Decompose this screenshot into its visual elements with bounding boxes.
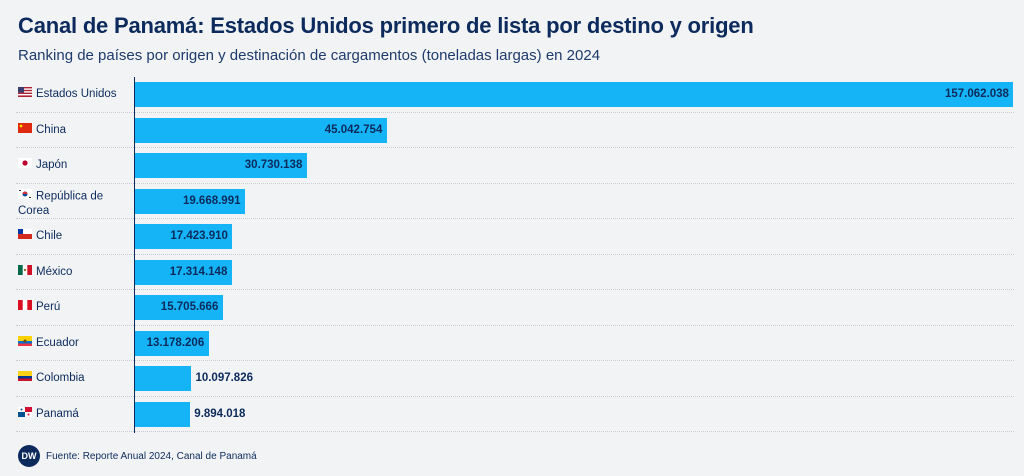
bar xyxy=(135,224,233,249)
bar-row: México 17.314.148 xyxy=(0,255,1024,290)
flag-icon xyxy=(18,335,32,351)
bar xyxy=(135,188,245,214)
flag-icon xyxy=(18,264,32,280)
category-text: Colombia xyxy=(36,372,85,384)
bar-row: Colombia 10.097.826 xyxy=(0,361,1024,397)
bar xyxy=(135,295,223,320)
category-text: Chile xyxy=(36,230,63,242)
bar xyxy=(135,153,307,178)
data-label: 17.314.148 xyxy=(169,265,228,278)
category-text: China xyxy=(36,123,67,136)
chart-subtitle: Ranking de países por origen y destinaci… xyxy=(18,47,601,64)
data-label: 13.178.206 xyxy=(146,336,205,349)
data-label: 10.097.826 xyxy=(195,372,253,384)
data-label: 30.730.138 xyxy=(244,159,303,171)
flag-icon xyxy=(18,188,32,204)
category-text: Panamá xyxy=(36,407,79,420)
bar xyxy=(135,366,192,391)
bar xyxy=(135,117,387,143)
chart-title: Canal de Panamá: Estados Unidos primero … xyxy=(18,13,754,38)
category-text: Perú xyxy=(36,301,61,313)
row-separator xyxy=(16,289,1014,290)
row-separator xyxy=(16,360,1014,361)
flag-icon xyxy=(18,300,32,315)
category-label: República de Corea xyxy=(18,184,130,219)
category-label: Colombia xyxy=(18,361,130,396)
category-text: Japón xyxy=(36,159,68,171)
category-label: Chile xyxy=(18,219,130,254)
flag-icon xyxy=(18,158,32,173)
baseline-axis xyxy=(134,77,135,433)
category-label: Japón xyxy=(18,148,130,183)
category-text: Estados Unidos xyxy=(36,88,117,100)
row-separator xyxy=(16,253,1014,255)
footer: DW Fuente: Reporte Anual 2024, Canal de … xyxy=(18,445,257,467)
bar-row: Estados Unidos 157.062.038 xyxy=(0,77,1024,113)
bar-row: Japón 30.730.138 xyxy=(0,148,1024,184)
flag-icon xyxy=(18,122,32,138)
bar-row: Perú 15.705.666 xyxy=(0,290,1024,326)
bar xyxy=(135,330,209,356)
row-separator xyxy=(16,182,1014,184)
bar-row: China 45.042.754 xyxy=(0,113,1024,148)
category-label: China xyxy=(18,113,130,148)
flag-icon xyxy=(18,406,32,422)
category-label: México xyxy=(18,255,130,290)
data-label: 15.705.666 xyxy=(160,301,219,313)
bar-row: República de Corea 19.668.991 xyxy=(0,184,1024,219)
flag-icon xyxy=(18,371,32,386)
flag-icon xyxy=(18,87,32,102)
category-text: República de Corea xyxy=(18,190,104,218)
source-note: Fuente: Reporte Anual 2024, Canal de Pan… xyxy=(46,450,257,462)
data-label: 17.423.910 xyxy=(170,230,228,242)
bar xyxy=(135,259,232,285)
bar xyxy=(135,82,1013,107)
flag-icon xyxy=(18,229,32,244)
category-text: Ecuador xyxy=(36,336,79,349)
row-separator xyxy=(16,324,1014,326)
row-separator xyxy=(16,395,1014,397)
row-separator xyxy=(16,147,1014,148)
bar-row: Ecuador 13.178.206 xyxy=(0,326,1024,361)
data-label: 45.042.754 xyxy=(324,123,383,136)
category-label: Estados Unidos xyxy=(18,77,130,112)
category-label: Panamá xyxy=(18,397,130,432)
data-label: 19.668.991 xyxy=(182,194,241,207)
row-separator xyxy=(16,111,1014,113)
category-label: Ecuador xyxy=(18,326,130,361)
category-label: Perú xyxy=(18,290,130,325)
row-separator xyxy=(16,218,1014,219)
category-text: México xyxy=(36,265,73,278)
dw-logo-icon: DW xyxy=(18,445,40,467)
data-label: 157.062.038 xyxy=(945,88,1009,100)
row-separator xyxy=(16,431,1014,432)
bar-row: Panamá 9.894.018 xyxy=(0,397,1024,432)
bar-row: Chile 17.423.910 xyxy=(0,219,1024,255)
bar xyxy=(135,401,191,427)
data-label: 9.894.018 xyxy=(194,407,246,420)
